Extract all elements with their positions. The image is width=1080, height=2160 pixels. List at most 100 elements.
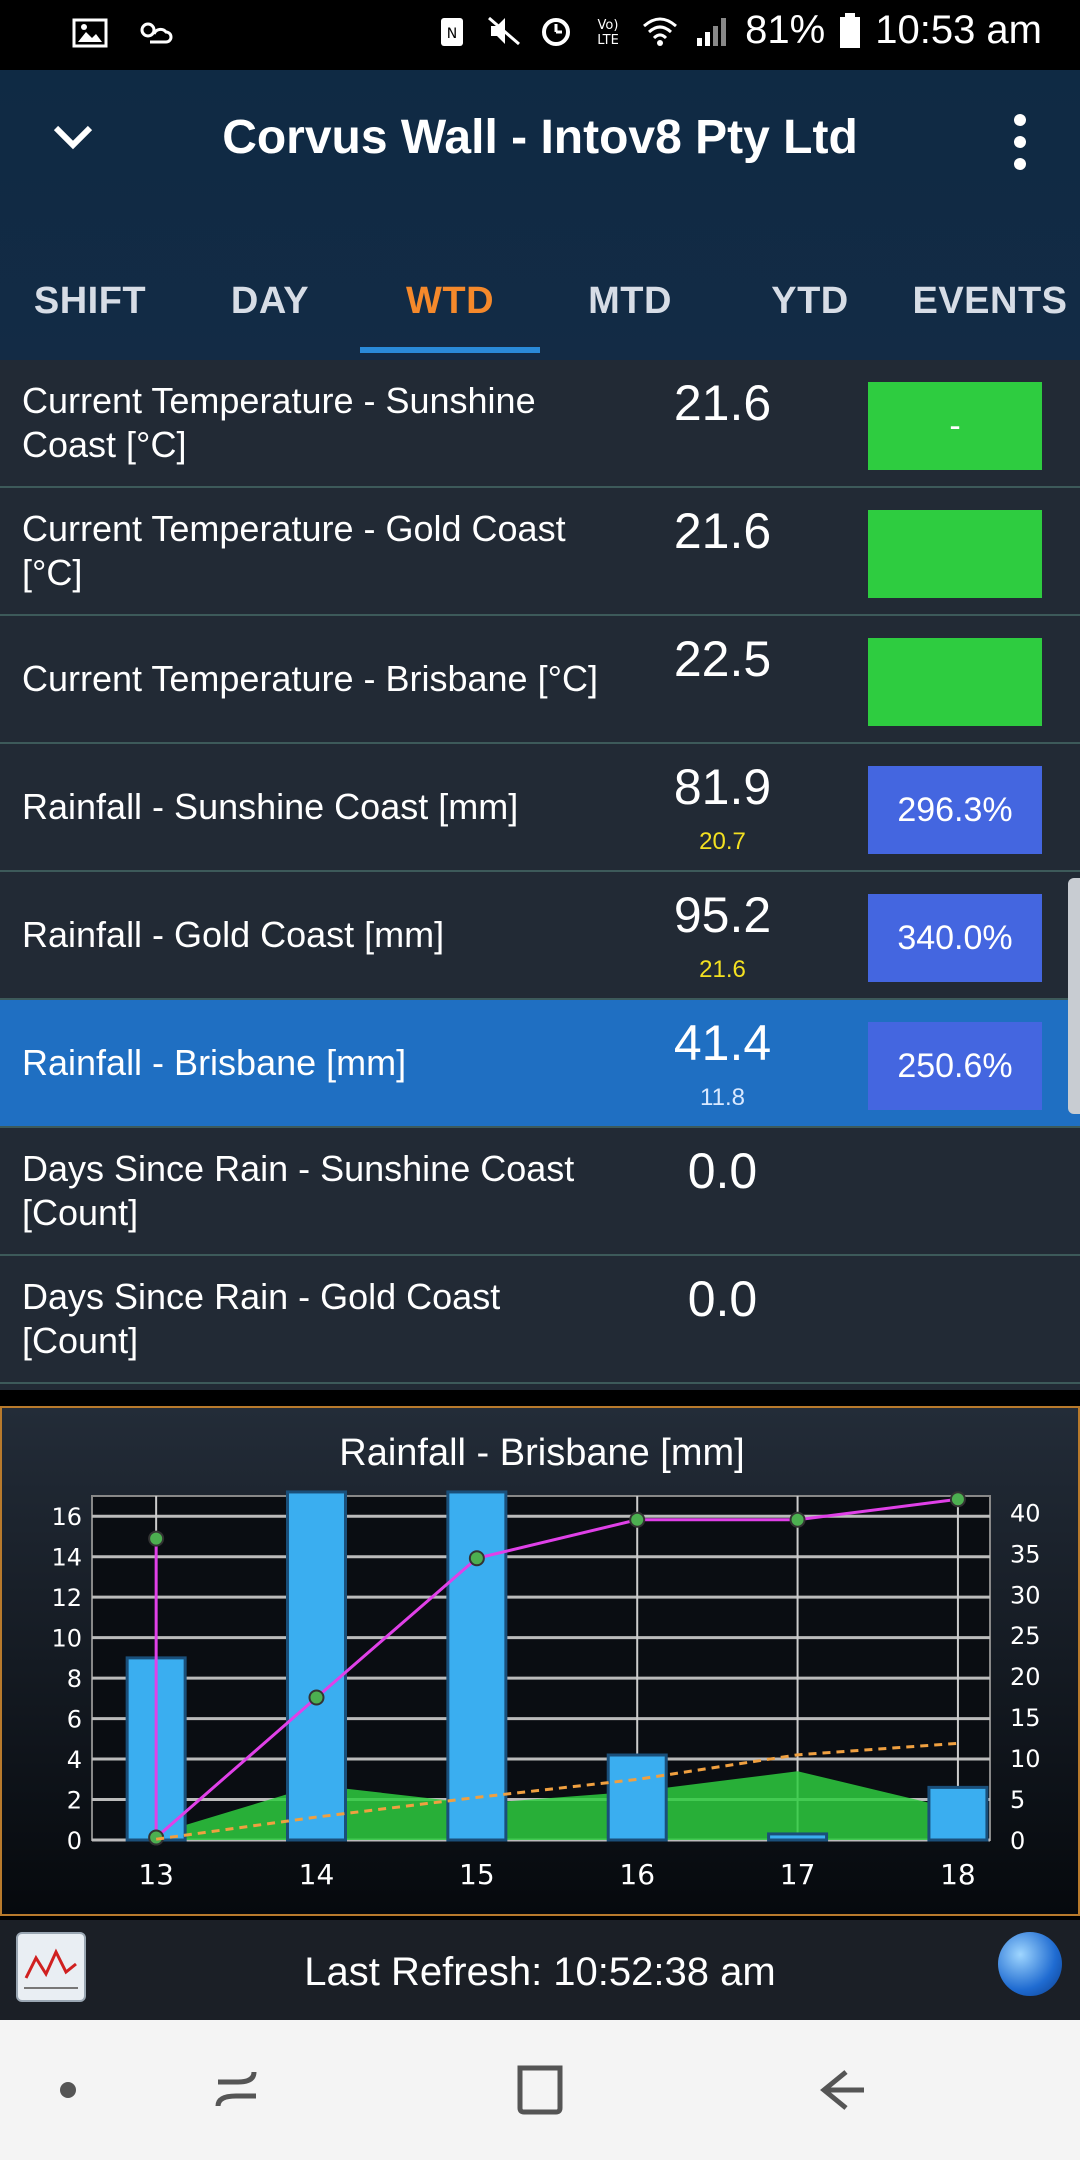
x-tick-label: 13	[138, 1858, 174, 1891]
status-badge	[868, 510, 1042, 598]
tab-wtd[interactable]: WTD	[405, 279, 495, 322]
chevron-down-icon[interactable]	[48, 112, 98, 162]
list-item[interactable]: Current Temperature - Gold Coast [°C] 21…	[0, 488, 1080, 616]
y-tick-label-left: 12	[51, 1584, 82, 1612]
status-bar: N Vo) LTE 81% 10:53 am	[0, 0, 1080, 70]
status-badge: 250.6%	[868, 1022, 1042, 1110]
status-icons: N Vo) LTE	[433, 14, 731, 48]
page-title: Corvus Wall - Intov8 Pty Ltd	[222, 111, 858, 164]
metrics-list: Current Temperature - Sunshine Coast [°C…	[0, 360, 1080, 1390]
row-label: Rainfall - Gold Coast [mm]	[22, 914, 445, 955]
status-badge: 340.0%	[868, 894, 1042, 982]
more-vert-icon[interactable]	[1008, 114, 1032, 170]
row-label: Days Since Rain - Sunshine Coast [Count]	[22, 1148, 575, 1233]
target-line	[155, 1741, 959, 1841]
row-label: Current Temperature - Gold Coast [°C]	[22, 508, 566, 593]
nfc-icon: N	[441, 17, 464, 46]
x-tick-label: 15	[459, 1858, 495, 1891]
list-item[interactable]: Current Temperature - Sunshine Coast [°C…	[0, 360, 1080, 488]
y-tick-label-right: 30	[1010, 1581, 1041, 1609]
status-badge	[868, 638, 1042, 726]
footer: Last Refresh: 10:52:38 am	[0, 1920, 1080, 2020]
row-target: 21.6	[699, 956, 746, 983]
row-value: 81.9	[673, 759, 772, 815]
status-badge: -	[868, 382, 1042, 470]
globe-icon[interactable]	[998, 1932, 1062, 1996]
y-tick-label-left: 16	[51, 1503, 82, 1531]
row-value: 21.6	[673, 503, 772, 559]
chart-title: Rainfall - Brisbane [mm]	[339, 1432, 745, 1474]
line-marker	[629, 1511, 646, 1528]
back-arrow-icon[interactable]	[812, 2060, 872, 2120]
svg-text:N: N	[447, 26, 457, 42]
status-right: N Vo) LTE 81% 10:53 am	[433, 8, 1042, 53]
battery-percent: 81%	[745, 8, 826, 52]
volte-icon: Vo)LTE	[597, 18, 619, 48]
x-tick-label: 18	[940, 1858, 976, 1891]
list-item-selected[interactable]: Rainfall - Brisbane [mm] 41.4 11.8 250.6…	[0, 1000, 1080, 1128]
bar	[767, 1832, 829, 1842]
tab-bar: SHIFT DAY WTD MTD YTD EVENTS	[0, 248, 1080, 358]
line-marker	[148, 1530, 165, 1547]
row-label: Rainfall - Brisbane [mm]	[22, 1042, 407, 1083]
row-label: Days Since Rain - Gold Coast [Count]	[22, 1276, 501, 1361]
y-tick-label-left: 0	[67, 1827, 82, 1855]
area-series	[156, 1771, 958, 1840]
status-left	[72, 16, 174, 50]
y-tick-label-right: 25	[1010, 1622, 1041, 1650]
y-tick-label-right: 10	[1010, 1745, 1041, 1773]
row-label: Current Temperature - Brisbane [°C]	[22, 658, 598, 699]
row-target: 20.7	[699, 828, 746, 855]
list-item[interactable]: Rainfall - Sunshine Coast [mm] 81.9 20.7…	[0, 744, 1080, 872]
row-value: 22.5	[673, 631, 772, 687]
clock: 10:53 am	[875, 8, 1042, 52]
weather-icon	[140, 22, 173, 44]
bar	[446, 1490, 508, 1842]
line-marker	[789, 1511, 806, 1528]
y-tick-label-left: 4	[67, 1746, 82, 1774]
row-value: 0.0	[687, 1271, 758, 1327]
tab-events[interactable]: EVENTS	[912, 279, 1068, 322]
list-item[interactable]: Rainfall - Gold Coast [mm] 95.2 21.6 340…	[0, 872, 1080, 1000]
svg-text:LTE: LTE	[597, 33, 619, 48]
recents-icon[interactable]	[208, 2060, 268, 2120]
x-tick-label: 17	[780, 1858, 816, 1891]
row-value: 41.4	[673, 1015, 772, 1071]
battery-icon	[840, 12, 861, 48]
row-label: Rainfall - Sunshine Coast [mm]	[22, 786, 519, 827]
status-badge: 296.3%	[868, 766, 1042, 854]
home-icon[interactable]	[510, 2060, 570, 2120]
list-item[interactable]: Days Since Rain - Gold Coast [Count] 0.0	[0, 1256, 1080, 1384]
alarm-icon	[542, 17, 571, 46]
rainfall-chart: 0 2 4 6 8 10 12 14 16 0 5 10 15 20 25 30 35 40 13 14 15 16 17 1…	[51, 1490, 1041, 1891]
wifi-icon	[643, 17, 678, 46]
line-marker	[308, 1689, 325, 1706]
y-tick-label-left: 14	[51, 1544, 82, 1572]
list-item[interactable]: Current Temperature - Brisbane [°C] 22.5	[0, 616, 1080, 744]
dot-icon[interactable]	[38, 2060, 98, 2120]
list-item[interactable]: Days Since Rain - Sunshine Coast [Count]…	[0, 1128, 1080, 1256]
tab-indicator	[360, 347, 540, 353]
tab-day[interactable]: DAY	[230, 279, 310, 322]
x-tick-label: 14	[299, 1858, 335, 1891]
x-tick-label: 16	[619, 1858, 655, 1891]
bar	[606, 1753, 668, 1842]
last-refresh: Last Refresh: 10:52:38 am	[304, 1950, 776, 1994]
y-tick-label-right: 35	[1010, 1540, 1041, 1568]
y-tick-label-right: 40	[1010, 1499, 1041, 1527]
scrollbar[interactable]	[1068, 878, 1080, 1114]
app-header: Corvus Wall - Intov8 Pty Ltd SHIFT DAY W…	[0, 70, 1080, 360]
row-value: 0.0	[687, 1143, 758, 1199]
chart-panel: Rainfall - Brisbane [mm] 0 2 4 6 8 10 12 14 16 0 5…	[0, 1406, 1080, 1916]
y-tick-label-left: 10	[51, 1625, 82, 1653]
tab-mtd[interactable]: MTD	[588, 279, 672, 322]
row-label: Current Temperature - Sunshine Coast [°C…	[22, 380, 536, 465]
row-target: 11.8	[700, 1084, 745, 1111]
tab-shift[interactable]: SHIFT	[33, 279, 147, 322]
tab-ytd[interactable]: YTD	[771, 279, 849, 322]
system-nav-bar	[0, 2020, 1080, 2160]
y-tick-label-left: 6	[67, 1706, 82, 1734]
line-marker	[949, 1491, 966, 1508]
svg-text:Vo): Vo)	[598, 18, 619, 33]
chart-icon[interactable]	[16, 1932, 86, 2002]
